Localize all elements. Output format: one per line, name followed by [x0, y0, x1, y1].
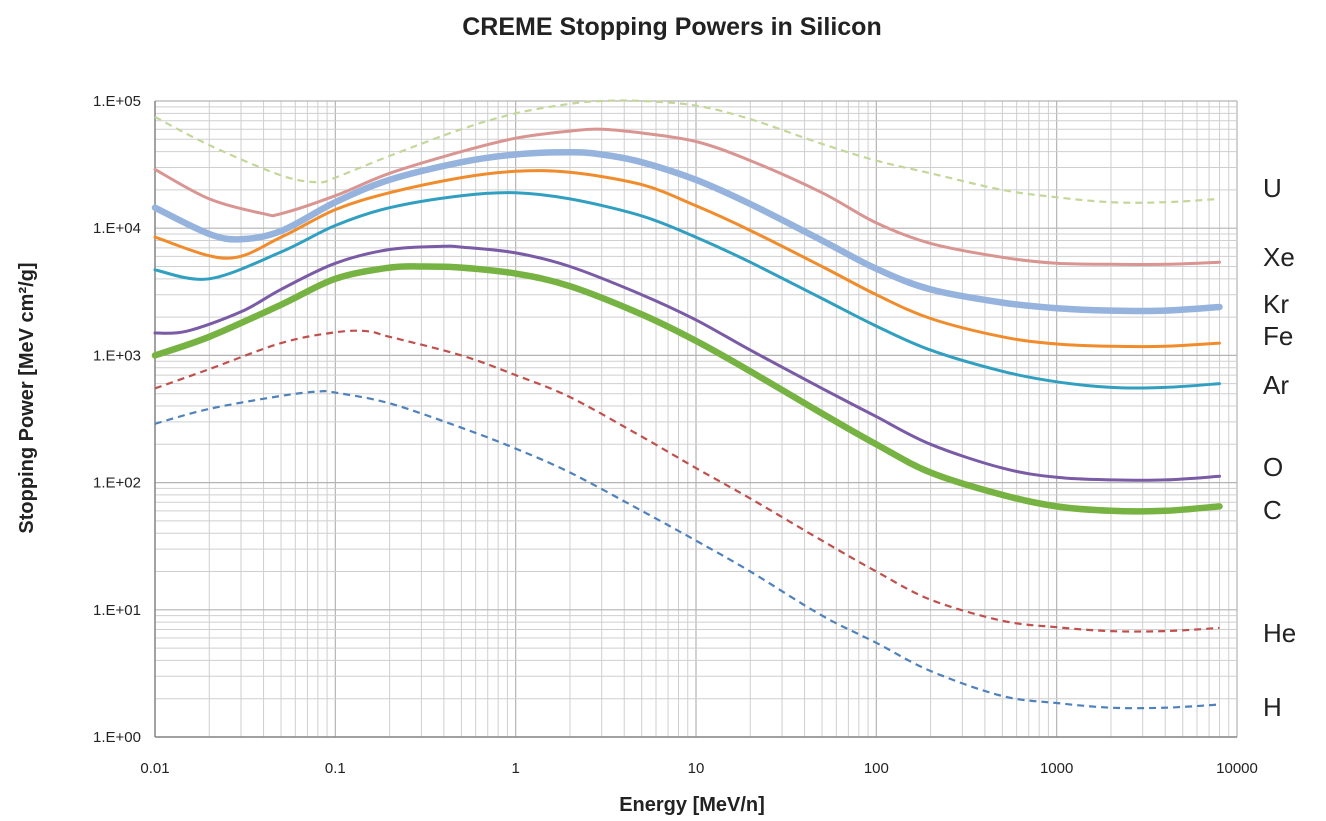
- series-line-h: [154, 390, 1220, 710]
- y-tick-label: 1.E+00: [93, 729, 141, 746]
- x-tick-label: 10: [688, 760, 705, 777]
- series-label-h: H: [1263, 692, 1282, 722]
- series-label-ar: Ar: [1263, 370, 1289, 400]
- chart-title: CREME Stopping Powers in Silicon: [462, 13, 881, 41]
- series-label-xe: Xe: [1263, 242, 1295, 272]
- series-line-c: [151, 263, 1223, 515]
- tick-labels: 0.01 0.1 1 10 100 1000 10000 1.E+00 1.E+01 1.E+02…: [93, 93, 1258, 777]
- series-label-kr: Kr: [1263, 289, 1289, 319]
- series-line-kr: [151, 149, 1223, 315]
- y-tick-label: 1.E+01: [93, 602, 141, 619]
- series-line-u: [154, 99, 1220, 204]
- series-label-c: C: [1263, 495, 1282, 525]
- y-axis-label: Stopping Power [MeV cm²/g]: [16, 262, 38, 533]
- gridlines: [154, 100, 1238, 738]
- series-label-u: U: [1263, 173, 1282, 203]
- series-label-he: He: [1263, 618, 1296, 648]
- series-line-he: [154, 329, 1220, 633]
- y-tick-label: 1.E+04: [93, 220, 141, 237]
- series-line-xe: [153, 127, 1221, 267]
- x-tick-label: 100: [864, 760, 889, 777]
- x-tick-label: 0.1: [325, 760, 346, 777]
- x-tick-label: 1: [511, 760, 519, 777]
- x-tick-label: 10000: [1216, 760, 1258, 777]
- x-tick-label: 1000: [1040, 760, 1073, 777]
- series-line-ar: [153, 191, 1221, 390]
- series-label-o: O: [1263, 452, 1283, 482]
- y-tick-label: 1.E+02: [93, 475, 141, 492]
- series-line-fe: [153, 169, 1221, 349]
- series-label-fe: Fe: [1263, 321, 1293, 351]
- y-tick-label: 1.E+03: [93, 347, 141, 364]
- y-tick-label: 1.E+05: [93, 93, 141, 110]
- series-lines: [151, 99, 1223, 710]
- x-tick-label: 0.01: [140, 760, 169, 777]
- series-line-o: [153, 244, 1221, 482]
- x-axis-label: Energy [MeV/n]: [619, 794, 765, 816]
